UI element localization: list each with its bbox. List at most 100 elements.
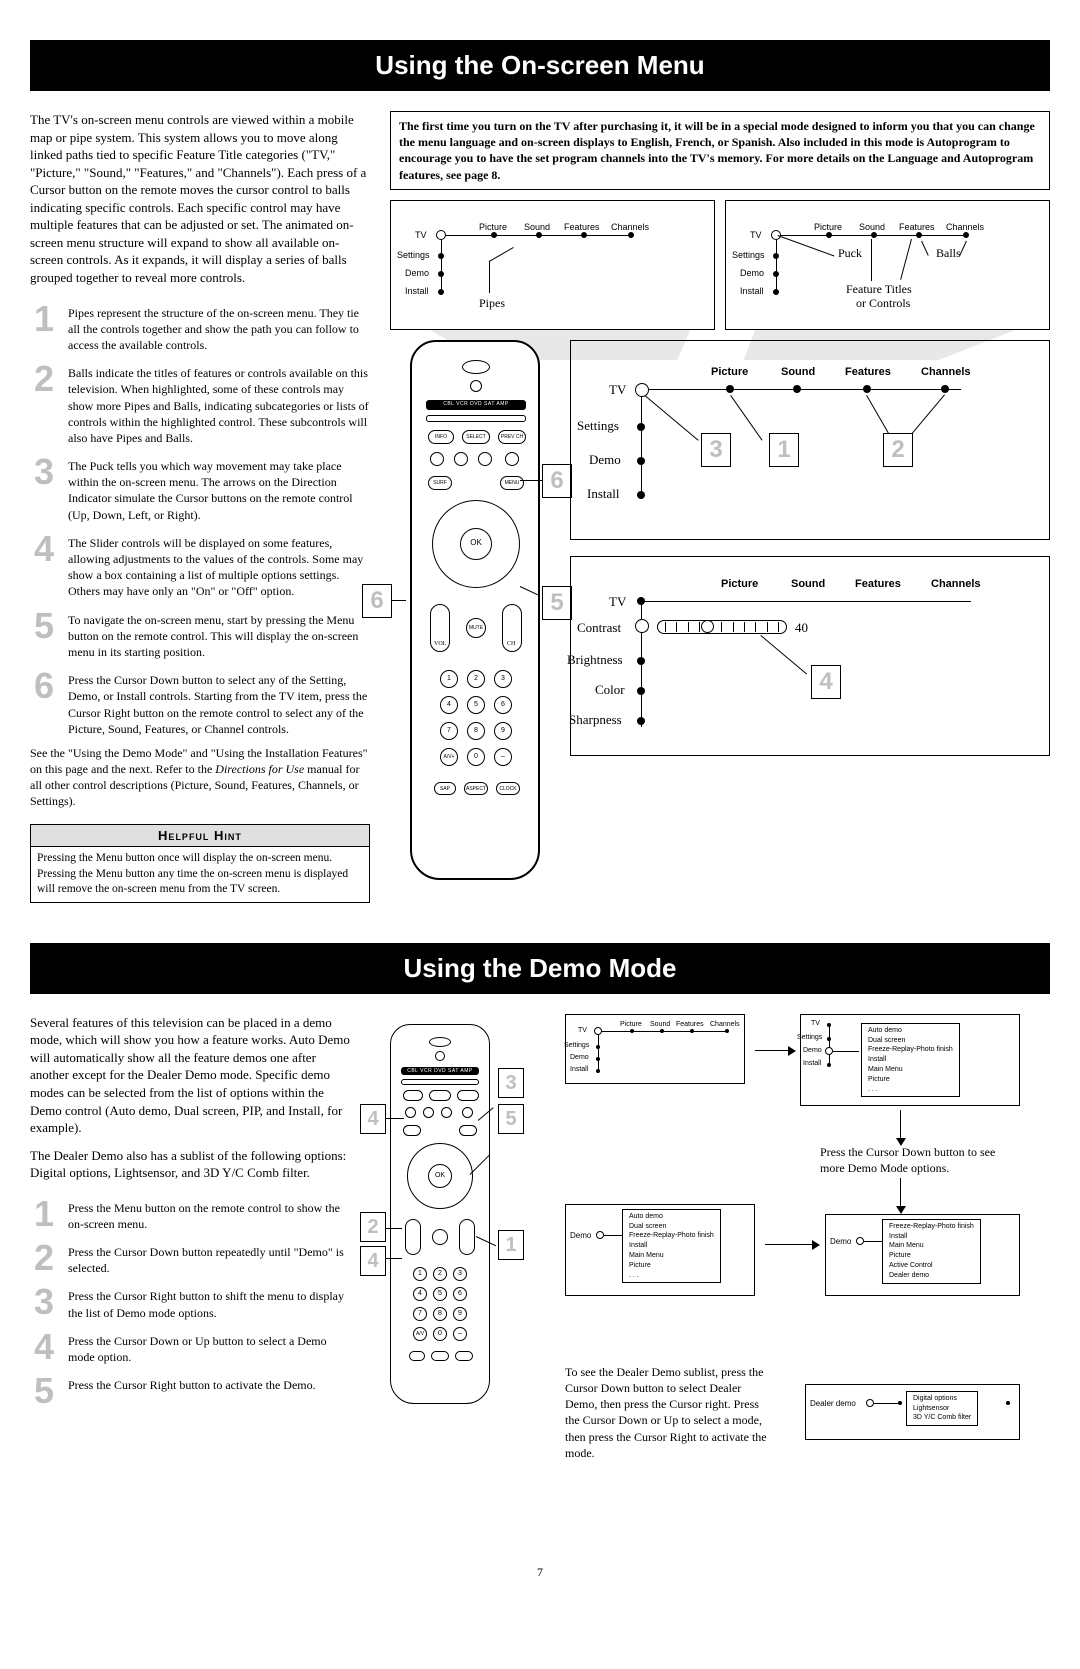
demo-opt: Freeze-Replay-Photo finish [889,1222,974,1232]
remote-column: CBL VCR DVD SAT AMP INFO SELECT PREV CH … [390,340,560,880]
label-picture: Picture [711,365,748,380]
label-sound: Sound [791,577,825,592]
callout-num-6b: 6 [362,584,392,618]
label-sharpness: Sharpness [569,711,622,729]
step-item: 3The Puck tells you which way movement m… [30,454,370,523]
post-list-italic: Directions for Use [215,762,304,776]
remote-illustration: CBL VCR DVD SAT AMP INFO SELECT PREV CH … [410,340,540,880]
callout-num-2: 2 [360,1212,386,1242]
demo-opt: . . . [629,1271,714,1281]
label-settings: Settings [797,1033,822,1042]
callout-num-3: 3 [701,433,731,467]
step-number: 5 [30,608,58,661]
remote-btn: SAP [434,782,456,795]
remote-ok-button: OK [460,528,492,560]
step-number: 6 [30,668,58,737]
label-sound: Sound [859,221,885,233]
step-text: Press the Cursor Down button to select a… [68,668,370,737]
label-sound: Sound [524,221,550,233]
panel-slider: Picture Sound Features Channels TV Contr… [570,556,1050,756]
remote-device-strip: CBL VCR DVD SAT AMP [426,400,526,410]
demo-opt: Main Menu [629,1251,714,1261]
demo-opt: Dual screen [868,1036,953,1046]
dealer-opt: Digital options [913,1394,971,1404]
callout-num-2: 2 [883,433,913,467]
remote-btn: SELECT [462,430,490,444]
step-item: 4The Slider controls will be displayed o… [30,531,370,600]
callout-num-3: 3 [498,1068,524,1098]
demo-expanded-box-2: Demo Freeze-Replay-Photo finish Install … [825,1214,1020,1296]
remote-btn: CLOCK [496,782,520,795]
label-color: Color [595,681,625,699]
label-picture: Picture [479,221,507,233]
dealer-demo-box: Dealer demo Digital options Lightsensor … [805,1384,1020,1440]
demo-opt: Freeze-Replay-Photo finish [629,1231,714,1241]
callout-num-1: 1 [498,1230,524,1260]
step-number: 1 [30,1196,58,1232]
remote-btn: INFO [428,430,454,444]
callout-num-5: 5 [498,1104,524,1134]
label-channels: Channels [611,221,649,233]
callout-num-4: 4 [811,665,841,699]
right-panels: Picture Sound Features Channels TV Setti [570,340,1050,880]
step-number: 4 [30,531,58,600]
remote-label: VOL [434,640,446,648]
label-tv: TV [750,229,762,241]
demo-opt: Main Menu [889,1241,974,1251]
demo-opt: Install [889,1232,974,1242]
demo-opt: Picture [868,1075,953,1085]
demo-opt: Auto demo [629,1212,714,1222]
step-number: 3 [30,1284,58,1320]
label-features: Features [855,577,901,592]
callout-num-5: 5 [542,586,572,620]
label-tv: TV [811,1019,820,1028]
lower-diagram-area: CBL VCR DVD SAT AMP INFO SELECT PREV CH … [390,340,1050,880]
hint-body: Pressing the Menu button once will displ… [31,847,369,902]
step-item: 3Press the Cursor Right button to shift … [30,1284,350,1320]
remote-btn: MUTE [466,618,486,638]
demo-menu-box-1: Picture Sound Features Channels TV Setti… [565,1014,745,1084]
remote-label: CH [507,640,515,648]
remote-device-strip: CBL VCR DVD SAT AMP [401,1067,479,1075]
section-1-intro: The TV's on-screen menu controls are vie… [30,111,370,286]
label-settings: Settings [577,417,619,435]
callout-puck: Puck [838,245,862,261]
label-demo: Demo [570,1231,591,1242]
label-brightness: Brightness [567,651,623,669]
dealer-opt: Lightsensor [913,1404,971,1414]
demo-opt: Picture [889,1251,974,1261]
label-tv: TV [609,593,626,611]
step-text: Press the Cursor Down button repeatedly … [68,1240,350,1276]
label-demo: Demo [570,1053,589,1062]
label-picture: Picture [814,221,842,233]
callout-num-4a: 4 [360,1104,386,1134]
label-picture: Picture [620,1020,642,1029]
step-item: 6Press the Cursor Down button to select … [30,668,370,737]
label-features: Features [564,221,600,233]
step-text: Press the Cursor Down or Up button to se… [68,1329,350,1365]
step-item: 1Press the Menu button on the remote con… [30,1196,350,1232]
note-dealer-demo: To see the Dealer Demo sublist, press th… [565,1364,775,1461]
label-tv: TV [415,229,427,241]
section-2-intro-2: The Dealer Demo also has a sublist of th… [30,1147,350,1182]
section-1-title: Using the On-screen Menu [30,40,1050,91]
label-tv: TV [578,1026,587,1035]
diagram-balls-box: Picture Sound Features Channels TV Setti… [725,200,1050,330]
demo-opt: . . . [868,1085,953,1095]
remote-btn: ASPECT [464,782,488,795]
callout-num-1: 1 [769,433,799,467]
label-demo: Demo [803,1046,822,1055]
step-text: Pipes represent the structure of the on-… [68,301,370,354]
step-text: Balls indicate the titles of features or… [68,361,370,446]
page-number: 7 [30,1564,1050,1580]
demo-menu-box-2: TV Settings Demo Install Auto demo Dual … [800,1014,1020,1106]
label-install: Install [740,285,764,297]
callout-feature-titles-2: or Controls [856,295,910,311]
label-features: Features [676,1020,704,1029]
section-2-title: Using the Demo Mode [30,943,1050,994]
label-install: Install [570,1065,588,1074]
step-number: 1 [30,301,58,354]
remote-btn: SURF [428,476,452,490]
label-settings: Settings [397,249,430,261]
remote-btn: MENU [500,476,524,490]
